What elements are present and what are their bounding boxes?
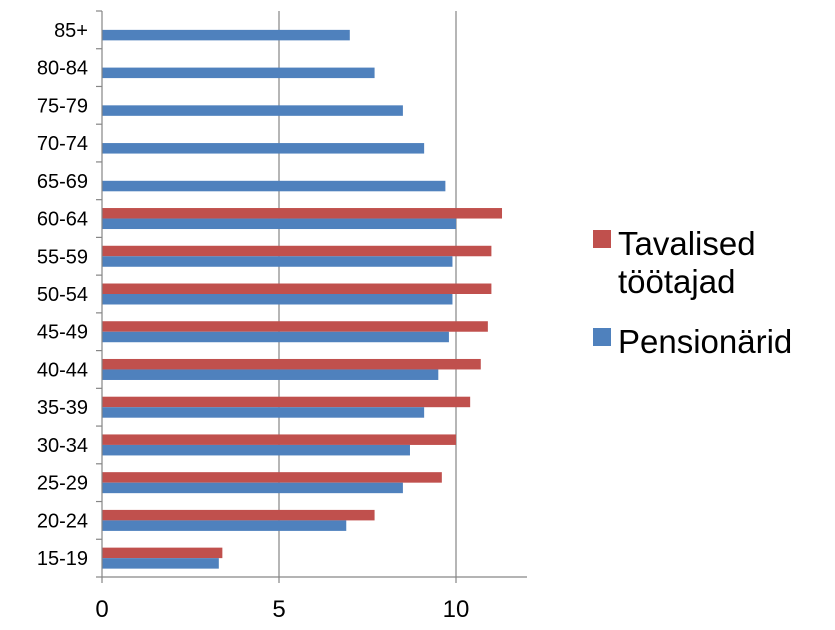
x-tick-label: 5: [272, 596, 285, 623]
bar-pensionarid-45-49: [102, 331, 449, 343]
bar-tavalised-50-54: [102, 283, 492, 294]
y-tick-label: 70-74: [37, 133, 88, 155]
bar-tavalised-15-19: [102, 547, 223, 559]
bar-pensionarid-75-79: [102, 105, 403, 116]
legend-label: Pensionärid: [618, 323, 792, 360]
y-tick-label: 15-19: [37, 548, 88, 570]
bar-pensionarid-55-59: [102, 256, 453, 267]
y-tick-label: 25-29: [37, 473, 88, 495]
legend-label: töötajad: [618, 263, 735, 300]
axes: [96, 10, 527, 583]
y-tick-label: 40-44: [37, 359, 88, 381]
y-tick-label: 50-54: [37, 284, 88, 306]
bar-pensionarid-65-69: [102, 180, 446, 192]
y-tick-label: 20-24: [37, 510, 88, 532]
x-tick-label: 10: [443, 596, 470, 623]
bar-tavalised-40-44: [102, 358, 481, 370]
y-tick-labels: 15-19 20-24 25-29 30-34 35-39 40-44 45-49 50-54…: [37, 20, 88, 570]
bars: [102, 29, 503, 569]
y-tick-label: 65-69: [37, 171, 88, 193]
bar-pensionarid-50-54: [102, 294, 453, 305]
legend-swatch-pensionarid: [593, 328, 611, 346]
bar-tavalised-55-59: [102, 245, 492, 257]
x-tick-label: 0: [95, 596, 108, 623]
bar-tavalised-35-39: [102, 396, 471, 408]
bar-pensionarid-20-24: [102, 520, 347, 531]
y-tick-label: 45-49: [37, 322, 88, 344]
bar-tavalised-25-29: [102, 472, 442, 483]
bar-pensionarid-85+: [102, 29, 350, 41]
x-tick-labels: 0 5 10: [95, 596, 469, 623]
y-tick-label: 75-79: [37, 95, 88, 117]
y-tick-label: 60-64: [37, 209, 88, 231]
bar-tavalised-20-24: [102, 509, 375, 521]
y-tick-label: 35-39: [37, 397, 88, 419]
bar-pensionarid-30-34: [102, 444, 410, 456]
y-tick-label: 30-34: [37, 435, 88, 457]
bar-pensionarid-35-39: [102, 407, 425, 418]
bar-tavalised-30-34: [102, 434, 456, 445]
y-tick-label: 85+: [54, 20, 88, 42]
bar-pensionarid-80-84: [102, 67, 375, 79]
legend-swatch-tavalised: [593, 230, 611, 248]
legend-label: Tavalised: [618, 225, 756, 262]
bar-tavalised-45-49: [102, 321, 488, 332]
bar-pensionarid-15-19: [102, 558, 219, 569]
y-tick-label: 55-59: [37, 246, 88, 268]
bar-pensionarid-25-29: [102, 482, 403, 494]
bar-pensionarid-40-44: [102, 369, 439, 380]
y-tick-label: 80-84: [37, 58, 88, 80]
bar-pensionarid-70-74: [102, 143, 425, 154]
bar-tavalised-60-64: [102, 208, 503, 219]
bar-pensionarid-60-64: [102, 218, 456, 230]
